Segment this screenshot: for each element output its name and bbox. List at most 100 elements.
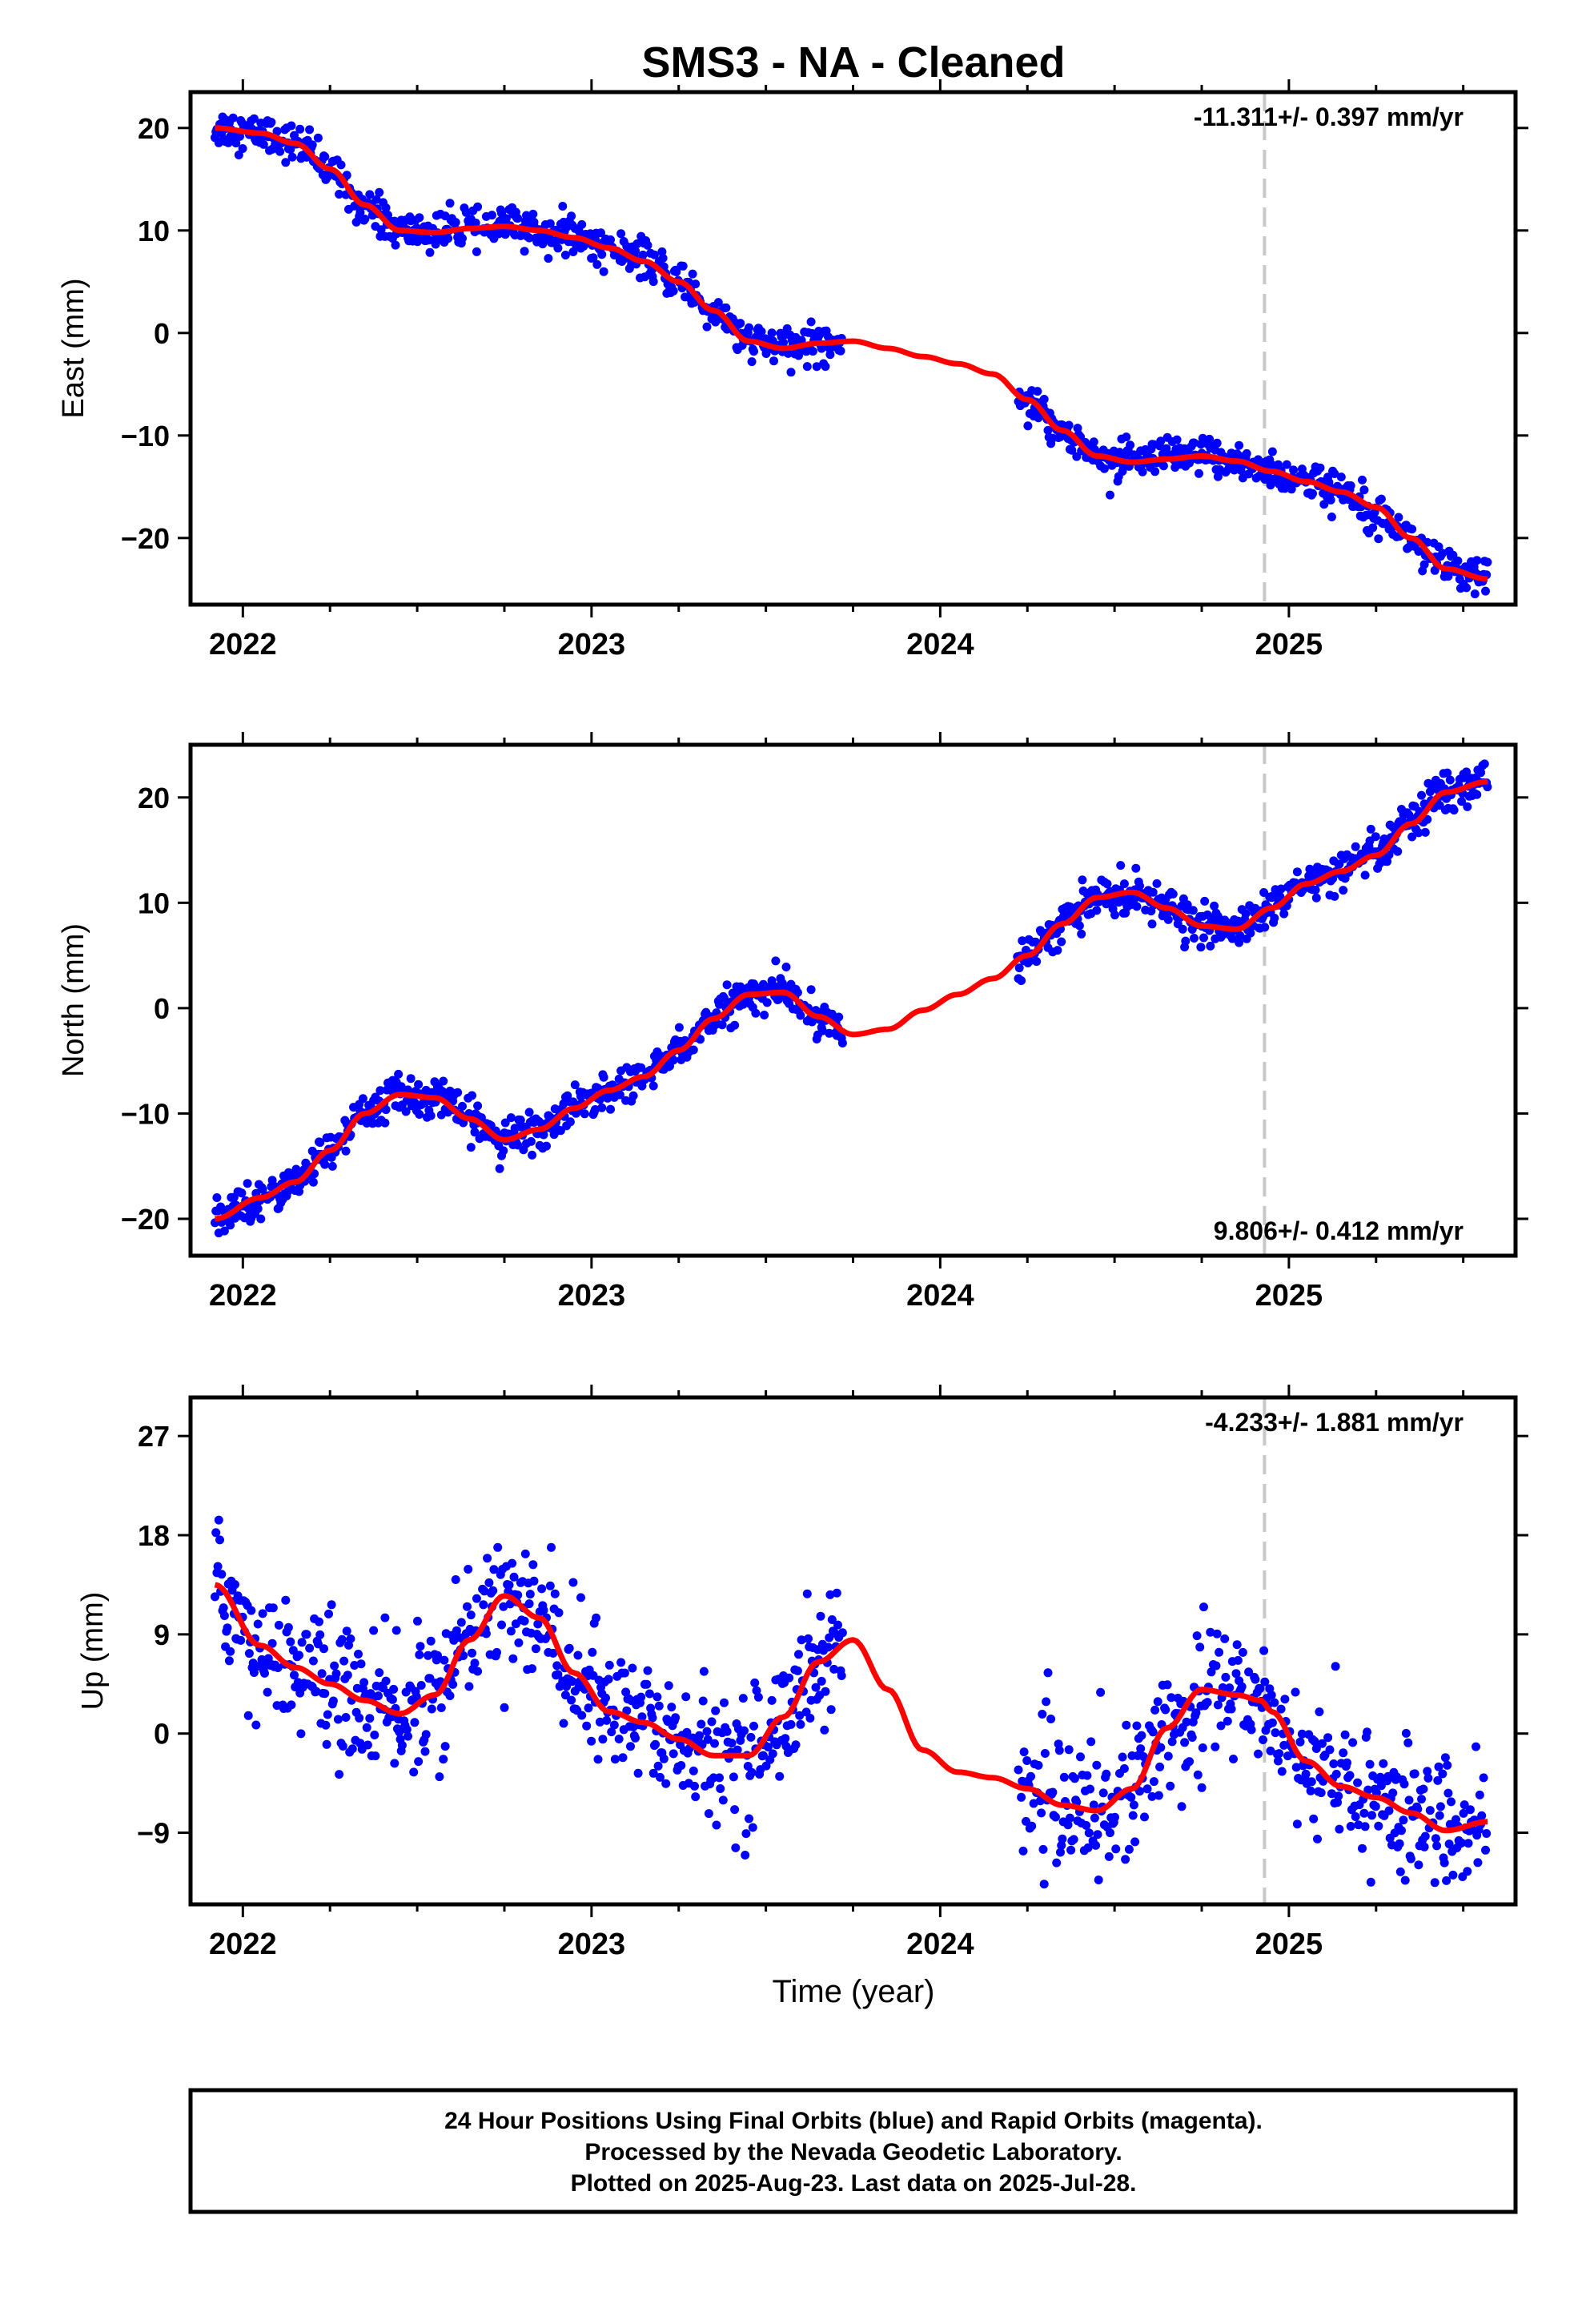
up-point [1198,1743,1207,1752]
up-point [1140,1812,1149,1822]
east-point [747,357,757,367]
up-point [716,1784,725,1793]
up-point [480,1586,489,1596]
up-point [1193,1770,1203,1779]
up-point [529,1576,539,1586]
north-ytick-label: 20 [138,782,170,814]
north-fit-line [215,778,1488,1222]
up-point [804,1634,813,1643]
north-point [439,1076,448,1086]
north-point [470,1128,480,1137]
up-point [622,1706,632,1715]
up-point [648,1768,658,1778]
up-point [1359,1808,1369,1818]
up-point [247,1606,256,1615]
north-point [1407,832,1417,842]
up-point [1147,1791,1157,1801]
up-point [497,1620,506,1630]
east-point [1126,440,1135,450]
up-point [648,1713,657,1723]
up-point [1225,1683,1235,1693]
up-point [1063,1820,1073,1830]
up-point [601,1693,610,1703]
north-point [1384,850,1394,859]
up-point [308,1656,318,1666]
up-point [500,1703,509,1712]
up-point [274,1620,283,1630]
up-point [681,1692,691,1702]
up-point [1191,1708,1201,1718]
up-point [374,1691,383,1701]
up-point [427,1704,436,1714]
east-point [1023,421,1033,431]
footer-note-box: 24 Hour Positions Using Final Orbits (bl… [188,2088,1518,2214]
east-point [786,368,796,377]
up-point [837,1628,847,1638]
up-point [263,1687,272,1697]
up-point [433,1651,442,1660]
up-rate-label: -4.233+/- 1.881 mm/yr [1205,1408,1464,1437]
north-point [375,1086,385,1096]
up-point [1220,1634,1230,1643]
north-point [1351,842,1360,851]
north-point [499,1146,508,1156]
footer-note-line-2: Processed by the Nevada Geodetic Laborat… [584,2139,1122,2165]
up-point [226,1647,235,1656]
east-point [336,160,346,170]
north-point [381,1105,391,1115]
up-point [397,1740,407,1750]
up-point [1064,1745,1074,1755]
up-point [483,1554,492,1563]
north-point [1275,892,1285,902]
up-point [1323,1733,1333,1743]
up-point [1180,1738,1190,1747]
up-point [1106,1828,1114,1838]
east-point [1324,477,1334,487]
up-point [1388,1788,1398,1798]
up-point [420,1747,430,1756]
up-point [545,1581,555,1590]
east-point [1138,467,1147,476]
up-point [356,1659,366,1669]
up-point [1182,1717,1191,1727]
north-point [615,1090,624,1100]
up-point [733,1745,742,1755]
north-xtick-label: 2022 [209,1279,277,1313]
up-ytick-label: 0 [154,1718,170,1751]
north-point [771,956,781,966]
up-point [1260,1677,1270,1687]
east-point [305,125,315,135]
up-point [311,1687,321,1696]
up-point [1435,1811,1444,1820]
up-point [768,1749,777,1759]
east-point [444,234,453,243]
north-point [1018,936,1027,946]
up-point [1122,1720,1131,1730]
north-point [696,1035,705,1044]
east-panel: −20 −10 0 10 20 2022 2023 2024 2025 East (mm) -11.… [57,79,1528,661]
up-point [616,1658,626,1667]
up-point [380,1613,390,1622]
north-point [237,1188,247,1198]
up-point [1315,1707,1324,1717]
north-point [1163,915,1173,924]
up-point [1058,1834,1067,1844]
north-xtick-label: 2025 [1255,1279,1323,1313]
north-point [1260,923,1270,932]
up-point [588,1647,597,1657]
north-point [212,1193,222,1202]
north-point [590,1105,600,1114]
up-point [1433,1775,1443,1785]
north-point [341,1146,351,1156]
up-point [1316,1788,1326,1798]
east-point [721,303,731,312]
east-point [1470,589,1480,599]
east-point [375,187,384,197]
up-point [781,1734,790,1743]
north-point [837,1039,847,1047]
up-point [1259,1646,1269,1655]
up-point [824,1642,833,1652]
east-point [825,350,835,360]
up-point [330,1661,339,1671]
up-point [702,1727,712,1736]
